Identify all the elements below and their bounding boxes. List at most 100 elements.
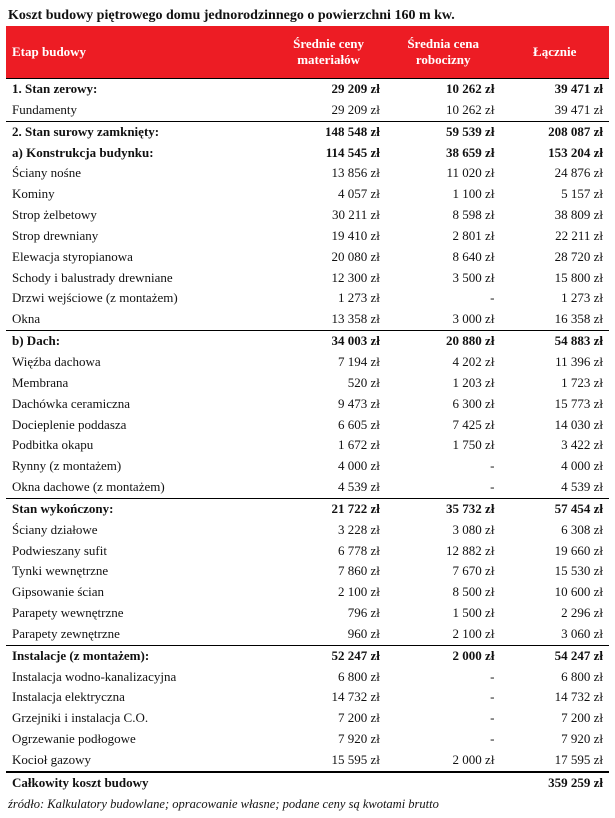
cell-label: Schody i balustrady drewniane — [6, 268, 271, 289]
cell-materials: 29 209 zł — [271, 100, 386, 121]
cell-labor: - — [386, 687, 501, 708]
source-note: źródło: Kalkulatory budowlane; opracowan… — [6, 794, 609, 812]
cell-materials: 114 545 zł — [271, 143, 386, 164]
cell-total: 208 087 zł — [500, 121, 609, 142]
cell-label: Membrana — [6, 373, 271, 394]
cell-total: 4 539 zł — [500, 477, 609, 498]
table-row: b) Dach:34 003 zł20 880 zł54 883 zł — [6, 331, 609, 352]
table-row: Podbitka okapu1 672 zł1 750 zł3 422 zł — [6, 435, 609, 456]
cell-materials: 12 300 zł — [271, 268, 386, 289]
total-blank2 — [386, 772, 501, 794]
table-row: Rynny (z montażem)4 000 zł-4 000 zł — [6, 456, 609, 477]
cell-label: a) Konstrukcja budynku: — [6, 143, 271, 164]
cell-materials: 960 zł — [271, 624, 386, 645]
cell-materials: 148 548 zł — [271, 121, 386, 142]
cell-labor: 4 202 zł — [386, 352, 501, 373]
cell-labor: 8 500 zł — [386, 582, 501, 603]
cell-label: Stan wykończony: — [6, 498, 271, 519]
cell-materials: 796 zł — [271, 603, 386, 624]
table-row: Parapety zewnętrzne960 zł2 100 zł3 060 z… — [6, 624, 609, 645]
cell-materials: 9 473 zł — [271, 394, 386, 415]
cell-labor: - — [386, 456, 501, 477]
cell-materials: 19 410 zł — [271, 226, 386, 247]
cell-labor: - — [386, 667, 501, 688]
cell-labor: 20 880 zł — [386, 331, 501, 352]
cell-labor: 59 539 zł — [386, 121, 501, 142]
cell-label: Parapety wewnętrzne — [6, 603, 271, 624]
table-row: a) Konstrukcja budynku:114 545 zł38 659 … — [6, 143, 609, 164]
cell-labor: 2 100 zł — [386, 624, 501, 645]
cell-materials: 6 778 zł — [271, 541, 386, 562]
cell-label: Instalacja elektryczna — [6, 687, 271, 708]
cell-total: 22 211 zł — [500, 226, 609, 247]
cell-total: 3 060 zł — [500, 624, 609, 645]
cell-total: 6 308 zł — [500, 520, 609, 541]
cell-materials: 4 057 zł — [271, 184, 386, 205]
table-row: Strop żelbetowy30 211 zł8 598 zł38 809 z… — [6, 205, 609, 226]
cell-total: 7 200 zł — [500, 708, 609, 729]
cell-materials: 29 209 zł — [271, 79, 386, 100]
cell-labor: 1 750 zł — [386, 435, 501, 456]
cell-materials: 4 539 zł — [271, 477, 386, 498]
cell-total: 16 358 zł — [500, 309, 609, 330]
table-row: Więźba dachowa7 194 zł4 202 zł11 396 zł — [6, 352, 609, 373]
cell-label: Drzwi wejściowe (z montażem) — [6, 288, 271, 309]
cell-label: Kominy — [6, 184, 271, 205]
total-row: Całkowity koszt budowy 359 259 zł — [6, 772, 609, 794]
cell-total: 24 876 zł — [500, 163, 609, 184]
table-row: Instalacja elektryczna14 732 zł-14 732 z… — [6, 687, 609, 708]
col-labor: Średnia cena robocizny — [386, 26, 501, 79]
cell-label: Instalacja wodno-kanalizacyjna — [6, 667, 271, 688]
cell-label: Instalacje (z montażem): — [6, 645, 271, 666]
col-stage: Etap budowy — [6, 26, 271, 79]
table-row: Okna dachowe (z montażem)4 539 zł-4 539 … — [6, 477, 609, 498]
cell-label: Elewacja styropianowa — [6, 247, 271, 268]
cell-label: Więźba dachowa — [6, 352, 271, 373]
table-row: Instalacja wodno-kanalizacyjna6 800 zł-6… — [6, 667, 609, 688]
cell-labor: - — [386, 288, 501, 309]
cell-labor: 2 000 zł — [386, 645, 501, 666]
cell-total: 153 204 zł — [500, 143, 609, 164]
table-row: Ściany nośne13 856 zł11 020 zł24 876 zł — [6, 163, 609, 184]
cell-materials: 520 zł — [271, 373, 386, 394]
cell-labor: 8 598 zł — [386, 205, 501, 226]
cell-total: 17 595 zł — [500, 750, 609, 772]
table-row: Schody i balustrady drewniane12 300 zł3 … — [6, 268, 609, 289]
cell-labor: 3 000 zł — [386, 309, 501, 330]
cell-materials: 3 228 zł — [271, 520, 386, 541]
cell-label: Dachówka ceramiczna — [6, 394, 271, 415]
cell-label: Gipsowanie ścian — [6, 582, 271, 603]
cell-labor: 10 262 zł — [386, 79, 501, 100]
total-label: Całkowity koszt budowy — [6, 772, 271, 794]
cell-total: 15 773 zł — [500, 394, 609, 415]
cell-total: 11 396 zł — [500, 352, 609, 373]
cell-materials: 6 800 zł — [271, 667, 386, 688]
cell-total: 39 471 zł — [500, 79, 609, 100]
cell-total: 1 273 zł — [500, 288, 609, 309]
cell-materials: 1 273 zł — [271, 288, 386, 309]
cell-label: Strop drewniany — [6, 226, 271, 247]
cell-labor: 12 882 zł — [386, 541, 501, 562]
cell-label: Tynki wewnętrzne — [6, 561, 271, 582]
table-row: Podwieszany sufit6 778 zł12 882 zł19 660… — [6, 541, 609, 562]
cell-label: Rynny (z montażem) — [6, 456, 271, 477]
cell-labor: 6 300 zł — [386, 394, 501, 415]
cell-label: 2. Stan surowy zamknięty: — [6, 121, 271, 142]
cell-labor: 1 203 zł — [386, 373, 501, 394]
cell-label: Ogrzewanie podłogowe — [6, 729, 271, 750]
cell-total: 28 720 zł — [500, 247, 609, 268]
cell-total: 10 600 zł — [500, 582, 609, 603]
cell-materials: 6 605 zł — [271, 415, 386, 436]
cell-total: 2 296 zł — [500, 603, 609, 624]
cell-materials: 7 860 zł — [271, 561, 386, 582]
cell-materials: 7 920 zł — [271, 729, 386, 750]
cell-total: 15 530 zł — [500, 561, 609, 582]
cell-total: 14 732 zł — [500, 687, 609, 708]
cell-materials: 20 080 zł — [271, 247, 386, 268]
cell-materials: 52 247 zł — [271, 645, 386, 666]
table-row: Okna13 358 zł3 000 zł16 358 zł — [6, 309, 609, 330]
cell-materials: 7 200 zł — [271, 708, 386, 729]
cell-labor: 2 801 zł — [386, 226, 501, 247]
table-row: Docieplenie poddasza6 605 zł7 425 zł14 0… — [6, 415, 609, 436]
table-row: Grzejniki i instalacja C.O.7 200 zł-7 20… — [6, 708, 609, 729]
